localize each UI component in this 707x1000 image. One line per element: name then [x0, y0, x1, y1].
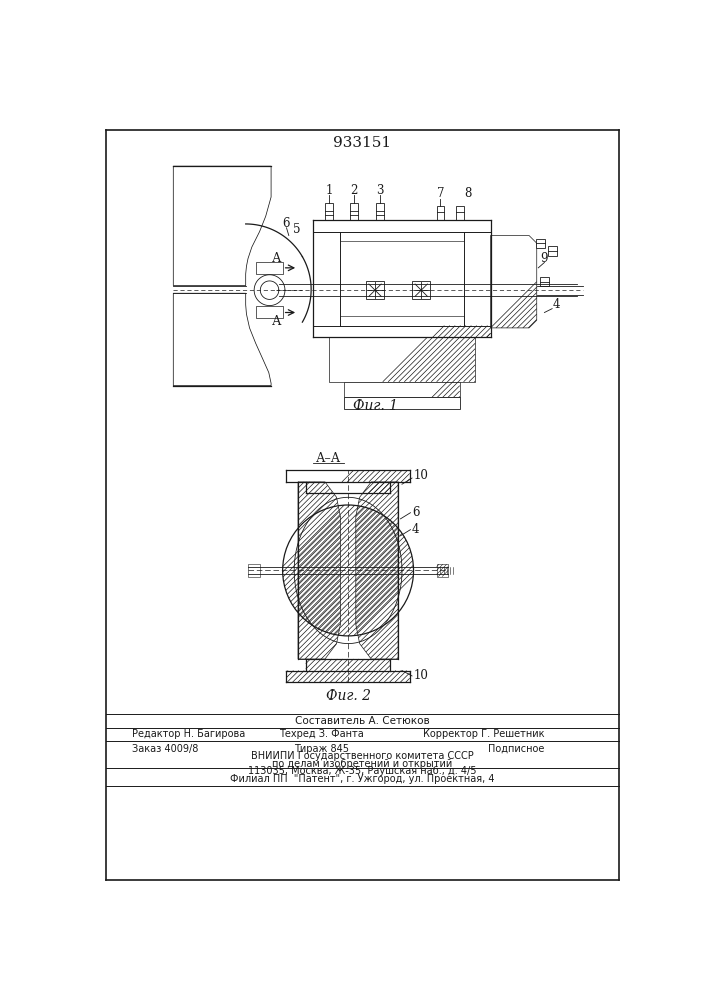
Polygon shape: [305, 482, 390, 493]
Text: Заказ 4009/8: Заказ 4009/8: [132, 744, 199, 754]
Text: А: А: [271, 315, 281, 328]
Text: 5: 5: [293, 223, 300, 236]
Polygon shape: [256, 306, 283, 318]
Bar: [376, 203, 383, 220]
Polygon shape: [356, 482, 398, 659]
Text: Тираж 845: Тираж 845: [293, 744, 349, 754]
Text: 10: 10: [414, 469, 428, 482]
Text: Подписное: Подписное: [488, 744, 544, 754]
Polygon shape: [248, 564, 259, 577]
Text: 8: 8: [464, 187, 471, 200]
Polygon shape: [340, 232, 464, 241]
Text: Корректор Г. Решетник: Корректор Г. Решетник: [423, 729, 544, 739]
Bar: [351, 203, 358, 220]
Polygon shape: [305, 659, 390, 671]
Polygon shape: [173, 293, 271, 386]
Polygon shape: [340, 316, 464, 326]
Text: 4: 4: [412, 523, 419, 536]
Polygon shape: [298, 482, 340, 659]
Bar: [366, 281, 385, 299]
Text: по делам изобретений и открытий: по делам изобретений и открытий: [271, 759, 452, 769]
Bar: [547, 246, 557, 256]
Polygon shape: [313, 326, 491, 337]
Text: Фиг. 2: Фиг. 2: [326, 689, 370, 703]
Bar: [344, 397, 460, 409]
Bar: [325, 203, 333, 220]
Text: 10: 10: [414, 669, 428, 682]
Bar: [540, 277, 549, 286]
Polygon shape: [173, 166, 271, 286]
Text: 6: 6: [412, 506, 419, 519]
Text: Фиг. 1: Фиг. 1: [353, 399, 397, 413]
Text: 933151: 933151: [333, 136, 391, 150]
Text: Техред З. Фанта: Техред З. Фанта: [279, 729, 363, 739]
Polygon shape: [491, 235, 537, 328]
Text: А: А: [271, 252, 281, 265]
Polygon shape: [464, 232, 491, 337]
Text: ВНИИПИ Государственного комитета СССР: ВНИИПИ Государственного комитета СССР: [250, 751, 473, 761]
Bar: [456, 206, 464, 220]
Text: 9: 9: [541, 252, 548, 265]
Text: Редактор Н. Багирова: Редактор Н. Багирова: [132, 729, 246, 739]
Text: А–А: А–А: [316, 452, 341, 465]
Bar: [437, 206, 444, 220]
Polygon shape: [313, 232, 340, 337]
Text: 1: 1: [325, 184, 332, 197]
Text: 113035, Москва, Ж-35, Раушская наб., д. 4/5: 113035, Москва, Ж-35, Раушская наб., д. …: [247, 766, 477, 776]
Text: 7: 7: [437, 187, 444, 200]
Polygon shape: [329, 337, 475, 382]
Bar: [412, 281, 431, 299]
Text: Филиал ПП  "Патент", г. Ужгород, ул. Проектная, 4: Филиал ПП "Патент", г. Ужгород, ул. Прое…: [230, 774, 494, 784]
Text: 4: 4: [552, 298, 560, 311]
Bar: [536, 239, 545, 248]
Polygon shape: [437, 564, 448, 577]
Text: 2: 2: [351, 184, 358, 197]
Text: 3: 3: [376, 184, 383, 197]
Polygon shape: [256, 262, 283, 274]
Polygon shape: [286, 470, 409, 482]
Polygon shape: [344, 382, 460, 397]
Polygon shape: [313, 220, 491, 232]
Polygon shape: [286, 671, 409, 682]
Text: 6: 6: [283, 217, 291, 230]
Text: Составитель А. Сетюков: Составитель А. Сетюков: [295, 716, 429, 726]
